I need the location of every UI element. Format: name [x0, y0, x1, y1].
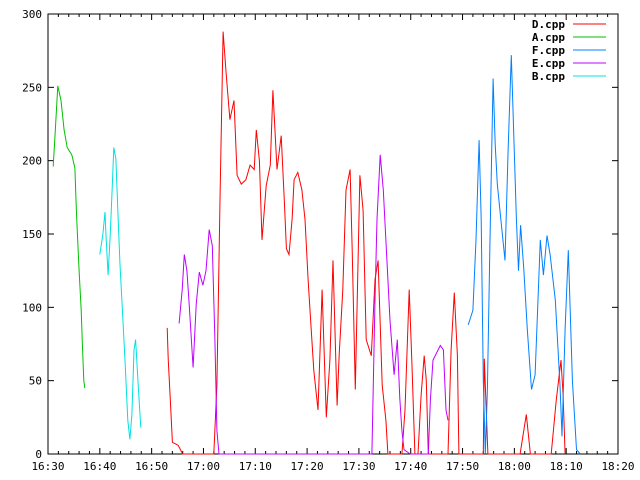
x-tick-label: 17:00: [187, 460, 220, 473]
y-tick-labels: 0 50 100 150 200 250 300: [22, 8, 42, 461]
y-tick-label: 50: [29, 375, 42, 388]
y-tick-label: 100: [22, 301, 42, 314]
y-tick-label: 150: [22, 228, 42, 241]
x-tick-label: 18:20: [601, 460, 634, 473]
series-line-f-cpp: [467, 55, 581, 455]
legend-label: B.cpp: [532, 70, 565, 83]
series-line-d-cpp: [166, 31, 566, 455]
y-tick-label: 250: [22, 81, 42, 94]
x-tick-label: 16:50: [135, 460, 168, 473]
legend-label: E.cpp: [532, 57, 565, 70]
y-tick-label: 0: [35, 448, 42, 461]
y-tick-label: 300: [22, 8, 42, 21]
legend-label: D.cpp: [532, 18, 565, 31]
y-tick-label: 200: [22, 155, 42, 168]
x-tick-label: 18:10: [550, 460, 583, 473]
series-line-e-cpp: [178, 154, 449, 455]
series-line-b-cpp: [99, 147, 142, 440]
x-tick-label: 17:50: [446, 460, 479, 473]
x-tick-label: 17:40: [394, 460, 427, 473]
x-tick-label: 17:10: [239, 460, 272, 473]
series-lines: [52, 31, 581, 455]
x-tick-labels: 16:30 16:40 16:50 17:00 17:10 17:20 17:30 17:40…: [31, 460, 634, 473]
legend-label: A.cpp: [532, 31, 565, 44]
x-tick-label: 17:20: [291, 460, 324, 473]
legend-label: F.cpp: [532, 44, 565, 57]
x-tick-label: 17:30: [342, 460, 375, 473]
axis-ticks: [47, 13, 619, 455]
series-line-a-cpp: [52, 85, 86, 389]
x-tick-label: 16:40: [83, 460, 116, 473]
x-tick-label: 16:30: [31, 460, 64, 473]
x-tick-label: 18:00: [498, 460, 531, 473]
